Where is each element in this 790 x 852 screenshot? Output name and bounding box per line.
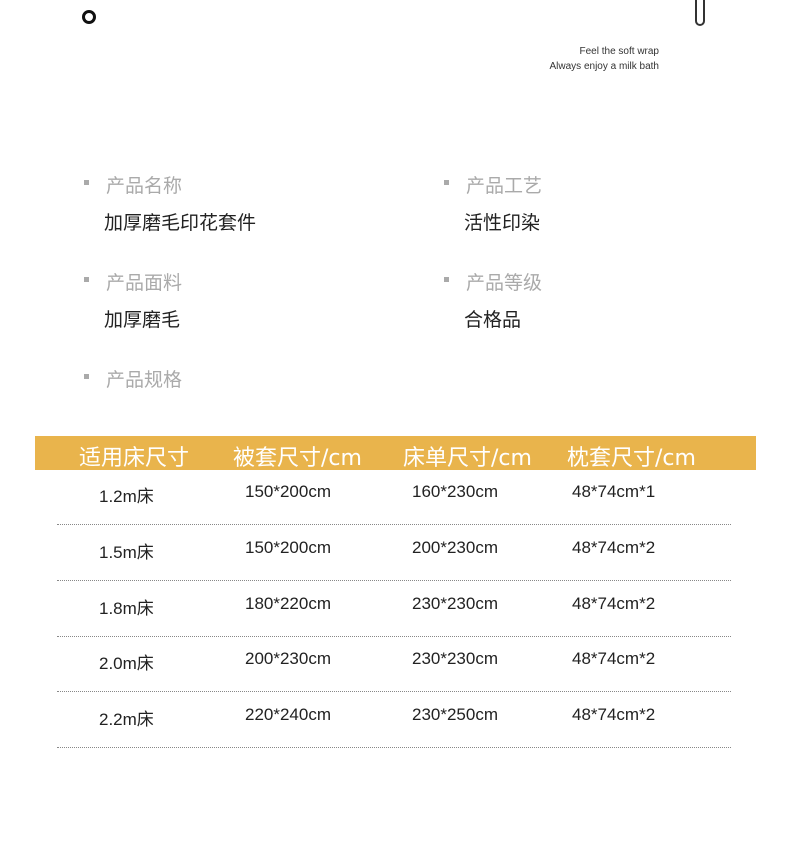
table-cell: 220*240cm — [245, 705, 332, 724]
table-cell: 1.2m床 — [99, 487, 154, 506]
table-cell: 200*230cm — [245, 649, 332, 668]
table-row: 1.2m床 150*200cm 160*230cm 48*74cm*1 — [57, 468, 731, 525]
spec-name: 产品名称 加厚磨毛印花套件 — [84, 171, 256, 235]
table-cell: 230*230cm — [412, 649, 499, 668]
slogan-line-2: Always enjoy a milk bath — [549, 61, 660, 72]
table-header: 适用床尺寸 被套尺寸/cm 床单尺寸/cm 枕套尺寸/cm — [35, 436, 756, 471]
header-bed: 适用床尺寸 — [79, 446, 190, 471]
table-cell: 48*74cm*2 — [572, 705, 656, 724]
table-cell: 180*220cm — [245, 594, 332, 613]
table-row: 1.5m床 150*200cm 200*230cm 48*74cm*2 — [57, 524, 731, 581]
table-cell: 230*230cm — [412, 594, 499, 613]
spec-grade: 产品等级 合格品 — [444, 268, 542, 332]
ring-decoration-icon — [82, 10, 96, 24]
spec-size: 产品规格 — [84, 365, 182, 392]
table-cell: 48*74cm*2 — [572, 538, 656, 557]
table-cell: 1.5m床 — [99, 543, 154, 562]
spec-fabric: 产品面料 加厚磨毛 — [84, 268, 182, 332]
table-cell: 230*250cm — [412, 705, 499, 724]
table-cell: 150*200cm — [245, 482, 332, 501]
table-cell: 48*74cm*2 — [572, 594, 656, 613]
slogan-line-1: Feel the soft wrap — [579, 46, 659, 57]
pill-decoration-icon — [695, 0, 705, 26]
table-row: 2.0m床 200*230cm 230*230cm 48*74cm*2 — [57, 635, 731, 692]
table-cell: 150*200cm — [245, 538, 332, 557]
table-cell: 160*230cm — [412, 482, 499, 501]
table-cell: 48*74cm*1 — [572, 482, 656, 501]
table-cell: 48*74cm*2 — [572, 649, 656, 668]
spec-craft: 产品工艺 活性印染 — [444, 171, 542, 235]
table-row: 1.8m床 180*220cm 230*230cm 48*74cm*2 — [57, 580, 731, 637]
header-pillow: 枕套尺寸/cm — [567, 446, 696, 471]
table-cell: 2.2m床 — [99, 710, 154, 729]
header-duvet: 被套尺寸/cm — [233, 446, 362, 471]
table-cell: 200*230cm — [412, 538, 499, 557]
table-cell: 1.8m床 — [99, 599, 154, 618]
table-cell: 2.0m床 — [99, 654, 154, 673]
table-row: 2.2m床 220*240cm 230*250cm 48*74cm*2 — [57, 691, 731, 748]
header-sheet: 床单尺寸/cm — [403, 446, 532, 471]
